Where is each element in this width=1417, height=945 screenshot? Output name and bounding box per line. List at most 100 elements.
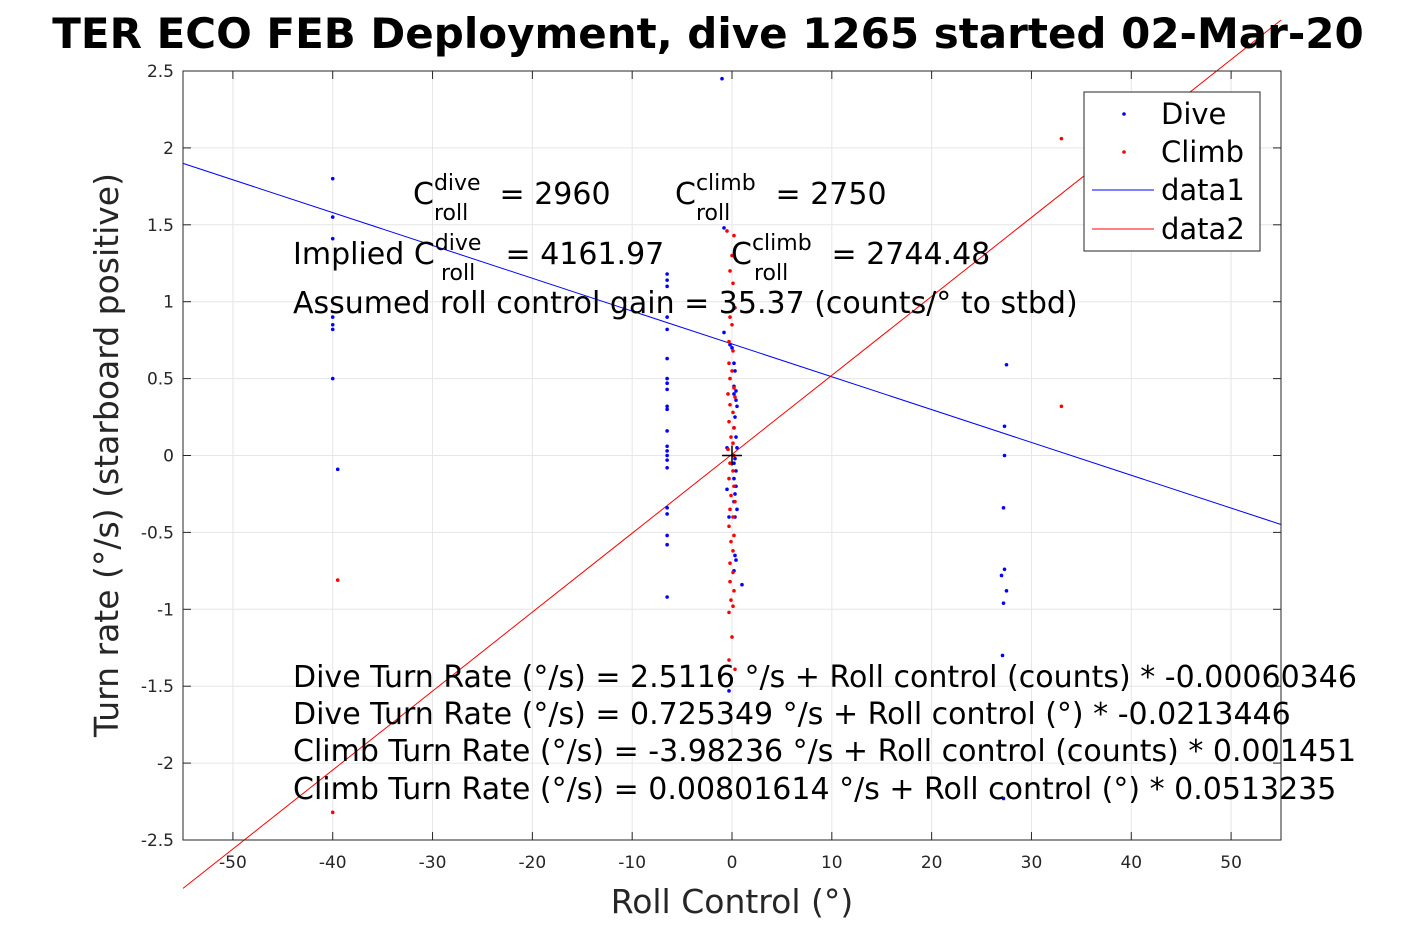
point-climb [729, 539, 733, 544]
point-dive [330, 176, 335, 181]
x-tick-label: 20 [921, 853, 943, 873]
point-climb [727, 610, 731, 615]
point-dive [730, 346, 734, 350]
point-dive [330, 236, 335, 241]
point-dive [665, 327, 669, 332]
fit-line-data1 [182, 162, 1282, 525]
point-dive [722, 330, 726, 335]
point-climb [728, 461, 732, 465]
y-tick-label: 2 [163, 139, 174, 159]
point-climb [726, 447, 730, 452]
c-roll-dive-annotation: Cdive roll = 2960 [413, 171, 611, 226]
legend-marker-dive [1122, 112, 1126, 116]
implied-dive-sup: dive [435, 231, 482, 256]
x-tick-label: -10 [618, 853, 646, 873]
point-dive [733, 492, 737, 496]
point-dive [732, 461, 736, 465]
point-dive [734, 398, 738, 402]
y-axis-label: Turn rate (°/s) (starboard positive) [87, 173, 126, 738]
point-dive [1001, 601, 1006, 605]
implied-dive-sub: roll [441, 261, 475, 286]
point-dive [734, 389, 738, 393]
point-climb [731, 515, 735, 519]
implied-c-roll-dive-annotation: Implied Cdive roll = 4161.97 [293, 231, 664, 286]
point-dive [732, 392, 736, 396]
point-dive [727, 689, 731, 693]
point-climb [732, 484, 736, 489]
legend-label-dive: Dive [1161, 97, 1226, 131]
point-climb [733, 667, 737, 672]
point-dive [665, 278, 669, 282]
point-dive [733, 369, 737, 373]
point-dive [733, 456, 737, 461]
point-climb [731, 549, 735, 553]
point-dive [665, 533, 669, 538]
x-axis-label: Roll Control (°) [611, 882, 854, 921]
point-dive [665, 381, 669, 386]
y-tick-label: -0.5 [141, 523, 174, 543]
point-climb [733, 499, 737, 504]
implied-dive-base: C [414, 237, 435, 272]
point-climb [731, 281, 735, 286]
point-climb [728, 579, 732, 584]
point-dive [665, 387, 669, 392]
point-dive [1002, 453, 1007, 458]
point-dive [728, 342, 732, 347]
point-climb [732, 533, 736, 538]
point-dive [665, 512, 669, 516]
point-dive [1001, 796, 1006, 801]
implied-climb-sub: roll [754, 261, 788, 286]
point-dive [740, 582, 744, 587]
point-climb [1059, 404, 1064, 409]
point-dive [1001, 505, 1006, 510]
point-climb [731, 570, 735, 575]
point-dive [665, 449, 669, 453]
point-climb [730, 369, 734, 373]
implied-climb-sup: climb [752, 231, 812, 256]
y-tick-label: -1 [157, 600, 174, 620]
y-tick-label: 2.5 [147, 62, 174, 82]
point-dive [665, 376, 669, 381]
point-climb [728, 402, 732, 407]
point-dive [727, 515, 731, 519]
implied-dive-value: = 4161.97 [496, 237, 664, 272]
point-climb [728, 269, 732, 273]
y-tick-label: 1 [163, 293, 174, 313]
point-dive [665, 453, 669, 458]
y-tick-label: 0 [163, 447, 174, 467]
point-dive [722, 226, 726, 230]
y-tick-label: 1.5 [147, 216, 174, 236]
point-climb [730, 322, 734, 327]
point-climb [335, 578, 340, 582]
point-climb [330, 810, 335, 815]
c-roll-dive-base: C [413, 177, 434, 212]
point-climb [727, 524, 731, 529]
point-climb [733, 306, 737, 310]
point-dive [1000, 653, 1005, 658]
point-dive [732, 476, 736, 481]
y-tick-label: -1.5 [141, 677, 174, 697]
point-climb [731, 410, 735, 415]
point-dive [735, 404, 739, 409]
point-dive [1004, 362, 1009, 367]
legend: Dive Climb data1 data2 [1083, 91, 1261, 252]
point-dive [665, 595, 669, 599]
point-climb [729, 598, 733, 602]
point-dive [1004, 589, 1009, 593]
implied-climb-value: = 2744.48 [822, 237, 990, 272]
point-climb [730, 253, 734, 258]
c-roll-dive-sub: roll [434, 201, 468, 226]
point-dive [735, 446, 739, 450]
fit-equation-dive-degrees: Dive Turn Rate (°/s) = 0.725349 °/s + Ro… [293, 697, 1291, 732]
legend-box [1083, 91, 1261, 252]
point-dive [330, 315, 335, 319]
origin-marker [722, 445, 742, 466]
point-climb [732, 426, 736, 430]
point-dive [665, 466, 669, 470]
x-tick-label: 50 [1220, 853, 1242, 873]
point-climb [733, 395, 737, 399]
point-dive [733, 415, 737, 419]
c-roll-climb-sup: climb [696, 171, 756, 196]
data-points [330, 76, 1064, 815]
